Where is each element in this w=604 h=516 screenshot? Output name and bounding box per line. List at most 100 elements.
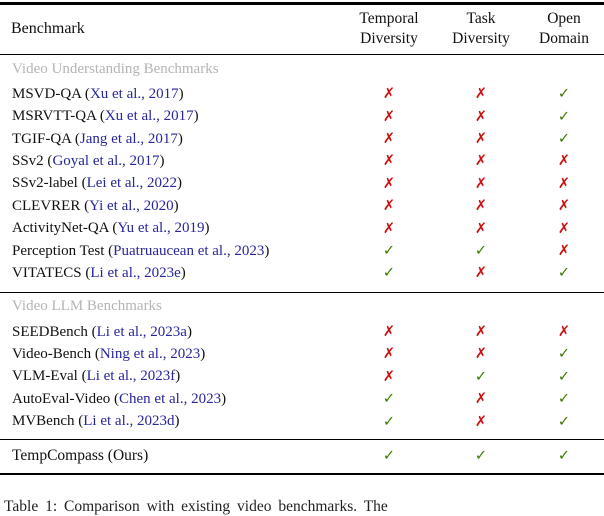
- citation-link[interactable]: Lei et al., 2022: [86, 175, 177, 192]
- benchmark-name-text: MSVD-QA (: [12, 85, 90, 102]
- citation-link[interactable]: Goyal et al., 2017: [52, 152, 160, 169]
- mark-cell: ✗: [524, 197, 604, 215]
- table-row: Perception Test (Puatruaucean et al., 20…: [0, 240, 604, 262]
- mark-cell: ✓: [438, 447, 524, 465]
- benchmark-name-text: Perception Test (: [12, 242, 114, 259]
- mark-cell: ✗: [438, 130, 524, 148]
- mark-cell: ✗: [340, 323, 438, 341]
- mark-cell: ✗: [340, 345, 438, 363]
- section-label: Video LLM Benchmarks: [12, 298, 162, 315]
- benchmark-name: MVBench (Li et al., 2023d): [0, 413, 340, 430]
- benchmark-name-text: MVBench (: [12, 413, 84, 430]
- section-gap: [0, 285, 604, 292]
- benchmark-name-text: TGIF-QA (: [12, 130, 80, 147]
- column-header-temporal-diversity: Temporal Diversity: [359, 10, 419, 47]
- check-icon: ✓: [382, 265, 396, 282]
- check-icon: ✓: [557, 448, 571, 465]
- cross-icon: ✗: [474, 198, 488, 215]
- benchmark-name: CLEVRER (Yi et al., 2020): [0, 198, 340, 215]
- benchmark-name-text: VITATECS (: [12, 264, 91, 281]
- check-icon: ✓: [382, 413, 396, 430]
- cross-icon: ✗: [557, 220, 571, 237]
- cross-icon: ✗: [474, 324, 488, 341]
- cross-icon: ✗: [382, 198, 396, 215]
- table-row: ActivityNet-QA (Yu et al., 2019) ✗ ✗ ✗: [0, 217, 604, 239]
- cross-icon: ✗: [557, 175, 571, 192]
- mark-cell: ✓: [340, 447, 438, 465]
- citation-link[interactable]: Ning et al., 2023: [99, 345, 201, 362]
- cross-icon: ✗: [474, 86, 488, 103]
- benchmark-name: ActivityNet-QA (Yu et al., 2019): [0, 220, 340, 237]
- table-row: Video-Bench (Ning et al., 2023) ✗ ✗ ✓: [0, 343, 604, 365]
- mark-cell: ✗: [340, 130, 438, 148]
- mark-cell: ✗: [340, 197, 438, 215]
- cross-icon: ✗: [474, 175, 488, 192]
- cross-icon: ✗: [474, 131, 488, 148]
- mark-cell: ✓: [524, 85, 604, 103]
- benchmark-name-text: ): [174, 413, 180, 430]
- citation-link[interactable]: Yi et al., 2020: [89, 197, 174, 214]
- benchmark-name: SSv2-label (Lei et al., 2022): [0, 175, 340, 192]
- citation-link[interactable]: Xu et al., 2017: [89, 85, 179, 102]
- benchmark-name-text: ): [173, 197, 179, 214]
- cross-icon: ✗: [382, 86, 396, 103]
- mark-cell: ✗: [340, 108, 438, 126]
- mark-cell: ✓: [524, 368, 604, 386]
- benchmark-name-text: SSv2 (: [12, 152, 53, 169]
- cross-icon: ✗: [474, 346, 488, 363]
- citation-link[interactable]: Li et al., 2023d: [83, 413, 175, 430]
- mark-cell: ✓: [340, 390, 438, 408]
- mark-cell: ✓: [438, 368, 524, 386]
- benchmark-name: SEEDBench (Li et al., 2023a): [0, 324, 340, 341]
- check-icon: ✓: [557, 413, 571, 430]
- cross-icon: ✗: [557, 198, 571, 215]
- mark-cell: ✓: [438, 242, 524, 260]
- table-body: Video Understanding Benchmarks MSVD-QA (X…: [0, 55, 604, 473]
- benchmark-name-text: MSRVTT-QA (: [12, 108, 105, 125]
- cross-icon: ✗: [474, 265, 488, 282]
- mark-cell: ✗: [524, 175, 604, 193]
- benchmark-name-text: ): [177, 130, 183, 147]
- citation-link[interactable]: Xu et al., 2017: [104, 108, 194, 125]
- check-icon: ✓: [557, 368, 571, 385]
- cross-icon: ✗: [382, 153, 396, 170]
- cross-icon: ✗: [382, 220, 396, 237]
- table-row: MVBench (Li et al., 2023d) ✓ ✗ ✓: [0, 410, 604, 432]
- benchmark-name: AutoEval-Video (Chen et al., 2023): [0, 391, 340, 408]
- citation-link[interactable]: Jang et al., 2017: [79, 130, 178, 147]
- table-row: SEEDBench (Li et al., 2023a) ✗ ✗ ✗: [0, 321, 604, 343]
- benchmark-name-text: ): [204, 220, 210, 237]
- citation-link[interactable]: Yu et al., 2019: [117, 220, 205, 237]
- mark-cell: ✓: [340, 264, 438, 282]
- citation-link[interactable]: Chen et al., 2023: [119, 390, 222, 407]
- bottom-rule: [0, 472, 604, 476]
- benchmark-name-text: ): [159, 152, 165, 169]
- benchmark-name-text: SEEDBench (: [12, 323, 97, 340]
- citation-link[interactable]: Li et al., 2023f: [86, 368, 176, 385]
- header-rule: [0, 53, 604, 56]
- section-label: Video Understanding Benchmarks: [12, 60, 219, 77]
- citation-link[interactable]: Puatruaucean et al., 2023: [113, 242, 265, 259]
- benchmark-name-text: Video-Bench (: [12, 345, 100, 362]
- cross-icon: ✗: [474, 108, 488, 125]
- benchmark-name: TGIF-QA (Jang et al., 2017): [0, 131, 340, 148]
- mark-cell: ✗: [524, 152, 604, 170]
- mark-cell: ✓: [340, 242, 438, 260]
- check-icon: ✓: [557, 131, 571, 148]
- mark-cell: ✗: [524, 220, 604, 238]
- check-icon: ✓: [557, 346, 571, 363]
- mark-cell: ✗: [340, 368, 438, 386]
- cross-icon: ✗: [382, 368, 396, 385]
- column-header-task-diversity: Task Diversity: [452, 10, 510, 47]
- cross-icon: ✗: [474, 391, 488, 408]
- table-row: VLM-Eval (Li et al., 2023f) ✗ ✓ ✓: [0, 366, 604, 388]
- top-rule: [0, 2, 604, 5]
- check-icon: ✓: [557, 265, 571, 282]
- mark-cell: ✓: [524, 447, 604, 465]
- table-row: CLEVRER (Yi et al., 2020) ✗ ✗ ✗: [0, 195, 604, 217]
- mark-cell: ✗: [340, 220, 438, 238]
- citation-link[interactable]: Li et al., 2023a: [96, 323, 187, 340]
- benchmark-name: VITATECS (Li et al., 2023e): [0, 265, 340, 282]
- citation-link[interactable]: Li et al., 2023e: [90, 264, 181, 281]
